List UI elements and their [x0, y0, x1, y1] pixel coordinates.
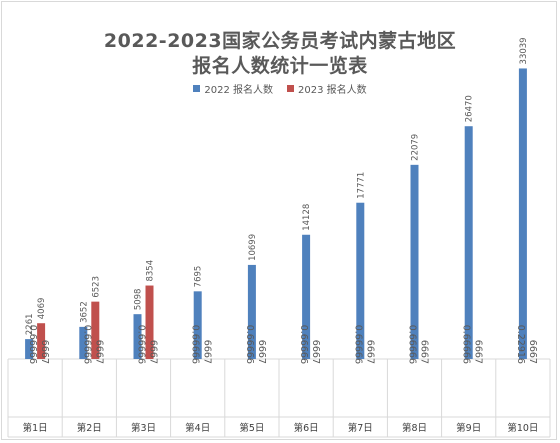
x-tick-label: 第4日 — [185, 422, 210, 434]
data-label-2022: 33039 — [519, 37, 529, 64]
legend-item-2022: 2022 报名人数 — [193, 81, 273, 96]
chart-title-line-1: 2022-2023国家公务员考试内蒙古地区 — [103, 30, 457, 52]
row-label: 6667 — [364, 340, 375, 364]
row-label: 6667 — [202, 340, 213, 364]
row-label: 6667 — [93, 340, 104, 364]
row-label: 0.66666 — [244, 325, 255, 364]
row-label: 0.66666 — [461, 325, 472, 364]
x-tick-label: 第10日 — [507, 422, 538, 434]
bar-2022 — [410, 164, 419, 359]
row-label: 0.66666 — [136, 325, 147, 364]
bar-2022 — [193, 291, 202, 359]
chart-title-line-2: 报名人数统计一览表 — [192, 55, 368, 77]
row-label: 6667 — [39, 340, 50, 364]
data-label-2022: 2261 — [25, 313, 35, 335]
bar-2023 — [145, 285, 154, 359]
data-label-2023: 4069 — [37, 298, 47, 320]
bar-2022 — [79, 326, 88, 359]
row-label: 0.66666 — [81, 325, 92, 364]
row-label: 0.66666 — [298, 325, 309, 364]
bar-2022 — [356, 202, 365, 359]
bar-2022 — [247, 264, 256, 359]
data-label-2022: 14128 — [302, 204, 312, 231]
x-tick-label: 第1日 — [23, 422, 48, 434]
legend-label-2023: 2023 报名人数 — [298, 85, 367, 96]
data-label-2022: 17771 — [356, 172, 366, 199]
row-label: 6667 — [419, 340, 430, 364]
row-label: 6667 — [148, 340, 159, 364]
row-label: 0.66666 — [27, 325, 38, 364]
data-label-2022: 5098 — [134, 289, 144, 311]
x-tick-label: 第2日 — [77, 422, 102, 434]
bar-2022 — [518, 68, 527, 360]
row-label: 6667 — [310, 340, 321, 364]
bar-2022 — [133, 314, 142, 359]
bar-2023 — [91, 301, 100, 359]
x-tick-label: 第9日 — [456, 422, 481, 434]
x-tick-label: 第7日 — [348, 422, 373, 434]
row-label: 0.66666 — [407, 325, 418, 364]
data-label-2022: 26470 — [465, 95, 475, 122]
chart-legend: 2022 报名人数 2023 报名人数 — [0, 81, 560, 96]
data-label-2023: 8354 — [146, 260, 156, 282]
x-tick-label: 第3日 — [131, 422, 156, 434]
row-label: 6667 — [256, 340, 267, 364]
bar-2022 — [25, 339, 34, 359]
x-tick-label: 第6日 — [294, 422, 319, 434]
row-label: 0.66666 — [190, 325, 201, 364]
legend-swatch-2023 — [287, 85, 294, 92]
legend-item-2023: 2023 报名人数 — [287, 81, 367, 96]
data-label-2022: 22079 — [411, 134, 421, 161]
data-label-2022: 3652 — [79, 301, 89, 323]
bar-2022 — [302, 234, 311, 359]
x-tick-label: 第8日 — [402, 422, 427, 434]
row-label: 6667 — [473, 340, 484, 364]
data-label-2023: 6523 — [91, 276, 101, 298]
bar-2023 — [37, 323, 46, 359]
row-label: 0.22916 — [515, 325, 526, 364]
row-label: 0.66666 — [352, 325, 363, 364]
bar-2022 — [464, 126, 473, 360]
row-label: 6667 — [527, 340, 538, 364]
legend-label-2022: 2022 报名人数 — [204, 85, 273, 96]
data-label-2022: 7695 — [194, 266, 204, 288]
x-tick-label: 第5日 — [239, 422, 264, 434]
legend-swatch-2022 — [193, 85, 201, 92]
data-label-2022: 10699 — [248, 234, 258, 261]
